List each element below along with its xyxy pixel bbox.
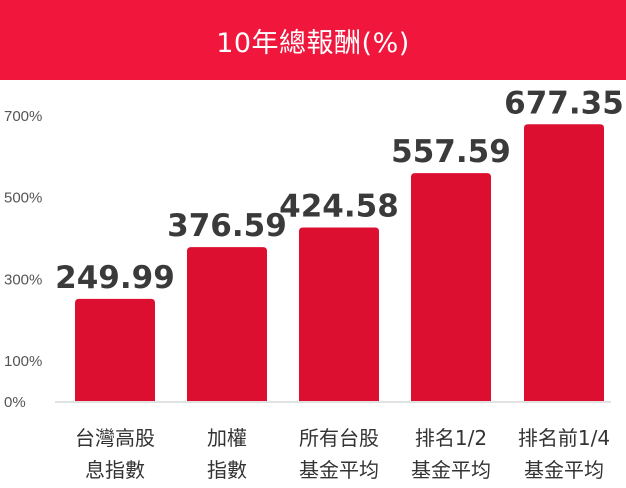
y-axis: 0% 100% 300% 500% 700%	[4, 108, 42, 411]
chart-title: 10年總報酬(%)	[216, 27, 410, 59]
x-tick-label: 息指數	[85, 458, 145, 482]
bar	[524, 124, 604, 401]
y-tick-label: 100%	[4, 353, 42, 370]
x-tick-label: 基金平均	[411, 458, 491, 482]
y-tick-label: 0%	[4, 394, 26, 411]
y-tick-label: 500%	[4, 190, 42, 207]
chart-title-banner: 10年總報酬(%)	[0, 0, 626, 80]
x-tick-label: 所有台股	[299, 426, 379, 450]
x-tick-label: 排名前1/4	[518, 426, 610, 450]
x-tick-label: 加權	[207, 426, 247, 450]
bar	[75, 298, 155, 401]
bar	[299, 227, 379, 401]
x-tick-label: 基金平均	[524, 458, 604, 482]
data-label: 376.59	[167, 208, 287, 244]
x-tick-label: 基金平均	[299, 458, 379, 482]
y-tick-label: 700%	[4, 108, 42, 125]
bar	[187, 247, 267, 401]
x-tick-label: 台灣高股	[75, 426, 155, 450]
data-label: 557.59	[391, 134, 511, 170]
data-label: 677.35	[504, 85, 624, 121]
data-label: 424.58	[279, 189, 399, 225]
x-tick-label: 指數	[207, 458, 247, 482]
data-label: 249.99	[55, 260, 175, 296]
bar	[411, 173, 491, 401]
y-tick-label: 300%	[4, 271, 42, 288]
x-tick-label: 排名1/2	[415, 426, 487, 450]
